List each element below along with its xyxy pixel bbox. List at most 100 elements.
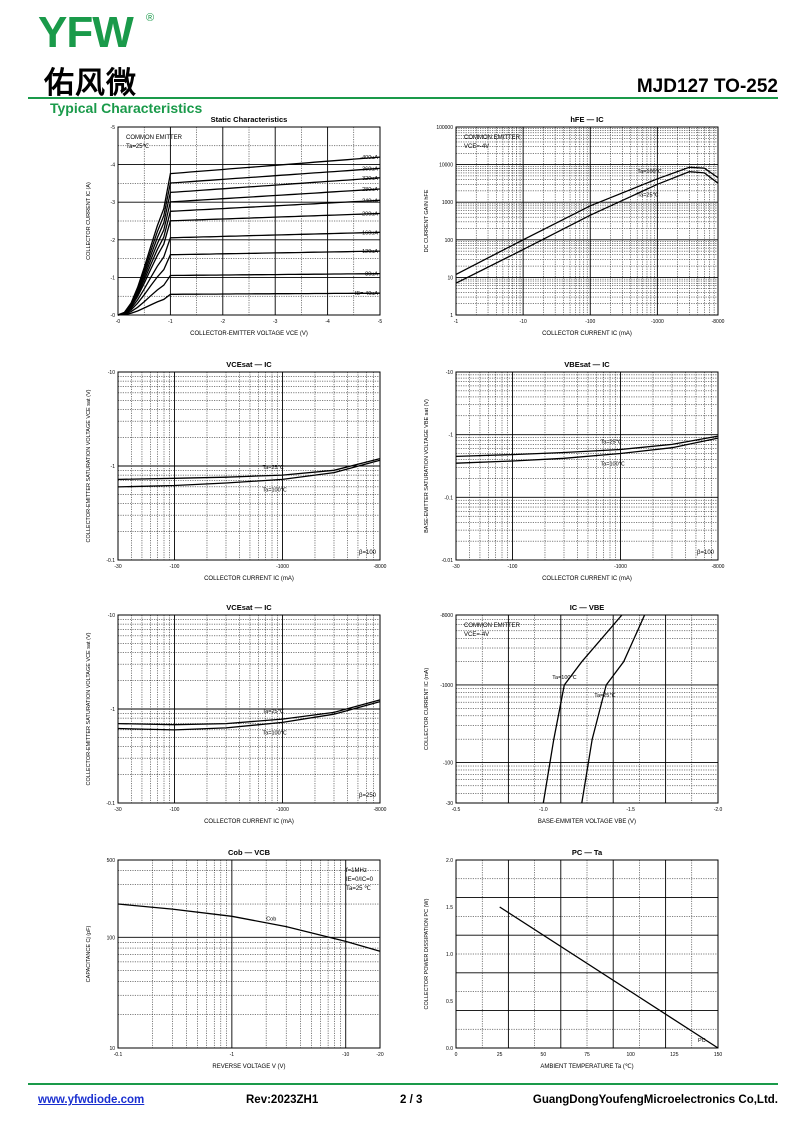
chart-note: β=250 (359, 793, 377, 799)
series-label: Ta=100℃ (262, 487, 287, 493)
chart-svg: -1 -10 -100 -1000 -8000 1 10 100 1000 10000 100000… (424, 115, 725, 337)
chart-svg: 0 25 50 75 100 125 150 0.0 0.5 1.0 1.5 2.0 PC — Ta AM… (424, 848, 723, 1070)
y-tick-label: 1.5 (446, 905, 453, 911)
series-line (117, 292, 380, 316)
x-tick-label: -100 (585, 319, 595, 325)
x-tick-label: 50 (541, 1052, 547, 1058)
series-label: Ta=100℃ (637, 169, 662, 175)
series-label: IB=-40uA (355, 291, 378, 297)
x-tick-label: -3 (273, 319, 278, 325)
chart-ic-vbe: -0.5 -1.0 -1.5 -2.0 -30 -100 -1000 -8000 IC — VB… (418, 603, 723, 838)
x-tick-label: -1000 (276, 807, 289, 813)
x-axis-label: AMBIENT TEMPERATURE Ta (℃) (540, 1064, 633, 1070)
series-line (117, 903, 381, 952)
chart-note: COMMON EMITTER (126, 135, 183, 141)
y-axis-label: CAPACITANCE Cj (pF) (86, 926, 92, 983)
x-tick-label: 0 (455, 1052, 458, 1058)
y-tick-label: 2.0 (446, 858, 453, 864)
x-tick-label: -30 (114, 807, 121, 813)
chart-note: COMMON EMITTER (464, 623, 521, 629)
footer-company: GuangDongYoufengMicroelectronics Co,Ltd. (532, 1094, 778, 1106)
series-line (117, 199, 381, 316)
series-line (117, 272, 381, 316)
x-axis-label: COLLECTOR CURRENT IC (mA) (204, 819, 294, 825)
chart-vcesat-250: -30 -100 -1000 -8000 -0.1 -1 -10 VCEsat — IC COL… (80, 603, 387, 838)
y-tick-label: 500 (107, 858, 116, 864)
chart-pc: 0 25 50 75 100 125 150 0.0 0.5 1.0 1.5 2.0 PC — Ta AM… (418, 848, 723, 1083)
grid (456, 860, 718, 1048)
x-axis-label: COLLECTOR CURRENT IC (mA) (204, 576, 294, 582)
series-line (455, 166, 719, 275)
series-label: Ta=25℃ (600, 439, 622, 445)
chart-svg: -30 -100 -1000 -8000 -0.01 -0.1 -1 -10 VBEsat — … (424, 360, 725, 582)
x-tick-label: -4 (325, 319, 330, 325)
y-tick-label: -8000 (440, 613, 453, 619)
y-axis-label: COLLECTOR-EMITTER SATURATION VOLTAGE VCE… (86, 632, 92, 785)
series-line (117, 212, 381, 316)
plot-frame (117, 859, 381, 1049)
series-line (117, 700, 381, 731)
x-tick-label: -10 (520, 319, 527, 325)
y-tick-label: 100000 (436, 125, 453, 131)
x-tick-label: 150 (714, 1052, 723, 1058)
chart-note: Ta=25℃ (126, 144, 150, 150)
y-tick-label: -1 (111, 464, 116, 470)
series-label: Cob (266, 917, 276, 923)
chart-note: IE=0/IC=0 (346, 877, 374, 883)
series-line (581, 614, 646, 804)
y-axis-label: COLLECTOR CURRENT IC (A) (86, 182, 92, 260)
chart-title: PC — Ta (572, 848, 603, 857)
y-tick-label: -30 (446, 801, 453, 807)
website-link[interactable]: www.yfwdiode.com (38, 1094, 145, 1106)
y-axis-label: DC CURRENT GAIN hFE (424, 189, 430, 252)
series-line (499, 906, 719, 1049)
plot-frame (455, 126, 719, 316)
series-label: PC (698, 1038, 706, 1044)
chart-hfe: -1 -10 -100 -1000 -8000 1 10 100 1000 10000 100000… (418, 115, 725, 350)
chart-title: IC — VBE (570, 603, 605, 612)
series-label: -160uA (360, 230, 378, 236)
series-label: Ta=25℃ (637, 192, 659, 198)
x-tick-label: -100 (507, 564, 517, 570)
chart-static: -0 -1 -2 -3 -4 -5 -0 -1 -2 -3 -4 -5 Static Character… (80, 115, 385, 350)
chart-note: Ta=25 ℃ (346, 886, 371, 892)
y-tick-label: -100 (443, 760, 453, 766)
chart-note: f=1MHz (346, 868, 367, 874)
chart-note: β=100 (697, 550, 715, 556)
plot-frame (455, 371, 719, 561)
series-label: -200uA (360, 211, 378, 217)
y-tick-label: -1 (111, 707, 116, 713)
y-tick-label: -5 (111, 125, 116, 131)
chart-svg: -0 -1 -2 -3 -4 -5 -0 -1 -2 -3 -4 -5 Static Character… (86, 115, 382, 337)
x-tick-label: 125 (670, 1052, 679, 1058)
plot-frame (455, 614, 719, 804)
x-tick-label: -20 (376, 1052, 383, 1058)
footer-revision: Rev:2023ZH1 (246, 1094, 319, 1106)
y-tick-label: -1 (449, 433, 454, 439)
series-line (117, 188, 381, 316)
x-tick-label: -0 (116, 319, 121, 325)
chart-cob: -0.1 -1 -10 -20 10 100 500 Cob — VCB REVERSE VOL… (80, 848, 385, 1083)
chart-vbesat: -30 -100 -1000 -8000 -0.01 -0.1 -1 -10 VBEsat — … (418, 360, 725, 595)
x-tick-label: -100 (169, 807, 179, 813)
series-line (455, 437, 719, 464)
series-line (117, 231, 381, 316)
x-axis-label: COLLECTOR-EMITTER VOLTAGE VCE (V) (190, 331, 308, 337)
x-tick-label: -0.5 (452, 807, 461, 813)
x-axis-label: BASE-EMMITER VOLTAGE VBE (V) (538, 819, 636, 825)
plot-frame (117, 614, 381, 804)
chart-svg: -0.5 -1.0 -1.5 -2.0 -30 -100 -1000 -8000 IC — VB… (424, 603, 723, 825)
footer-website[interactable]: www.yfwdiode.com (38, 1094, 144, 1106)
chart-note: VCE=-4V (464, 632, 489, 638)
y-tick-label: -1 (111, 275, 116, 281)
series-label: Ta=25℃ (262, 465, 284, 471)
grid (118, 372, 380, 560)
y-axis-label: BASE-EMITTER SATURATION VOLTAGE VBE sat … (424, 399, 430, 533)
section-title: Typical Characteristics (50, 100, 203, 116)
y-tick-label: 0.0 (446, 1046, 453, 1052)
y-tick-label: -10 (108, 370, 115, 376)
x-tick-label: -30 (114, 564, 121, 570)
footer-page: 2 / 3 (400, 1094, 423, 1106)
chart-svg: -30 -100 -1000 -8000 -0.1 -1 -10 VCEsat — IC COL… (86, 360, 387, 582)
x-tick-label: -8000 (374, 564, 387, 570)
